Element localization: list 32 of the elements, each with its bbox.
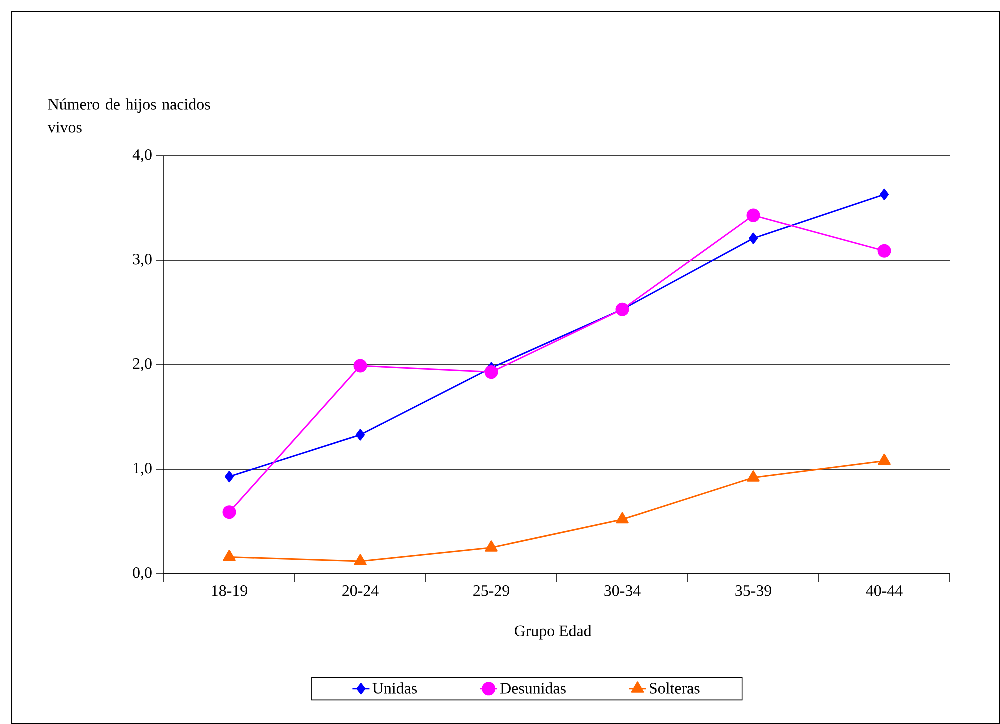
y-axis-title: Número de hijos nacidos vivos: [48, 98, 210, 133]
point: [747, 470, 760, 482]
point: [356, 429, 366, 441]
x-tick-label: 30-34: [604, 586, 641, 596]
y-tick-label: 0,0: [133, 567, 152, 581]
point: [223, 550, 236, 562]
x-axis-title: Grupo Edad: [515, 625, 592, 640]
point: [354, 554, 367, 566]
x-tick-label: 35-39: [736, 586, 772, 596]
point: [485, 540, 498, 552]
point: [225, 471, 234, 483]
x-tick-label: 20-24: [342, 586, 379, 596]
legend-label: Unidas: [372, 682, 418, 694]
point: [878, 244, 892, 258]
point: [616, 512, 629, 524]
point: [749, 232, 758, 244]
point: [746, 208, 760, 222]
point: [878, 454, 891, 466]
x-tick-label: 25-29: [474, 586, 510, 596]
point: [484, 366, 498, 380]
y-tick-label: 1,0: [134, 462, 152, 476]
legend-label: Solteras: [650, 682, 700, 694]
y-tick-label: 4,0: [132, 149, 152, 163]
y-tick-label: 2,0: [133, 358, 152, 372]
point: [354, 359, 368, 373]
x-tick-label: 18-19: [212, 586, 248, 596]
y-tick-label: 3,0: [133, 254, 152, 268]
point: [880, 188, 890, 200]
legend-label: Desunidas: [500, 682, 566, 694]
x-tick-label: 40-44: [866, 586, 903, 596]
point: [222, 506, 236, 520]
point: [616, 302, 630, 316]
